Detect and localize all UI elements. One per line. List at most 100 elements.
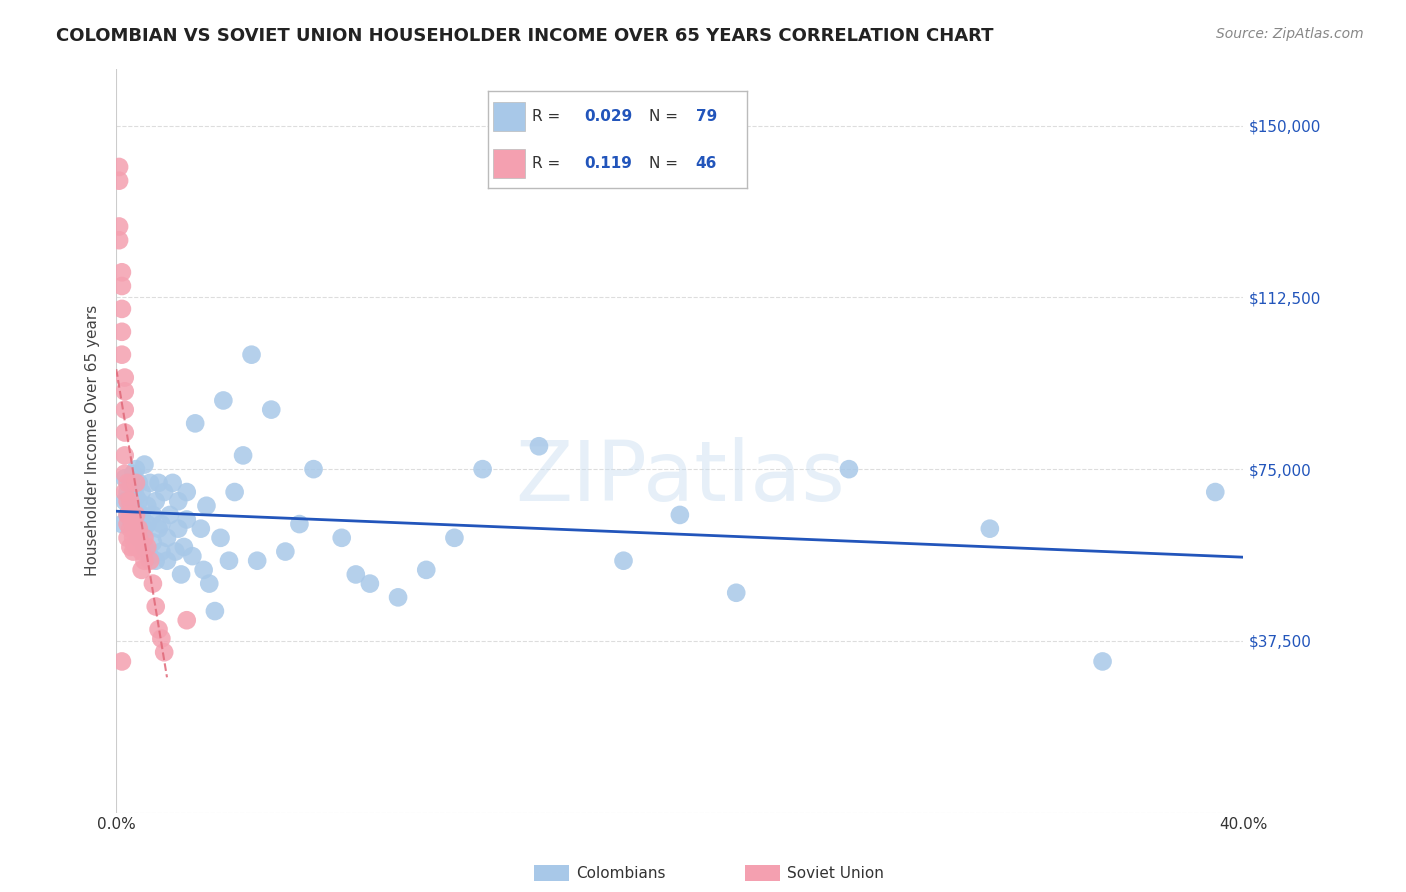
Point (120, 475, 142, 490)
Point (159, 508, 181, 522)
Point (142, 508, 165, 522)
Point (120, 522, 142, 536)
Point (471, 462, 494, 476)
Point (131, 544, 153, 558)
Point (246, 554, 269, 568)
Point (117, 531, 139, 545)
Point (136, 517, 159, 532)
Text: ZIPatlas: ZIPatlas (515, 437, 845, 518)
Point (134, 458, 156, 472)
Point (330, 531, 353, 545)
Point (184, 417, 207, 431)
Point (139, 554, 162, 568)
Point (193, 563, 215, 577)
Point (142, 535, 165, 549)
Point (117, 508, 139, 522)
Point (612, 554, 634, 568)
Point (114, 449, 136, 463)
Point (108, 233, 131, 247)
Point (125, 508, 148, 522)
Point (139, 475, 162, 490)
Point (387, 591, 409, 605)
Point (122, 531, 145, 545)
Point (111, 655, 134, 669)
Point (120, 512, 142, 526)
Point (114, 467, 136, 481)
Point (108, 160, 131, 174)
Point (150, 544, 173, 558)
Point (181, 549, 204, 563)
Point (108, 219, 131, 234)
Point (148, 475, 170, 490)
Point (527, 439, 550, 453)
Point (443, 531, 465, 545)
Point (134, 540, 156, 554)
Point (125, 490, 148, 504)
Point (114, 402, 136, 417)
Point (838, 462, 860, 476)
Point (167, 522, 190, 536)
Point (204, 604, 226, 618)
Point (156, 531, 179, 545)
Point (108, 174, 131, 188)
Point (173, 540, 195, 554)
Point (125, 540, 148, 554)
Point (979, 522, 1001, 536)
Point (111, 279, 134, 293)
Text: Soviet Union: Soviet Union (787, 866, 884, 880)
Point (125, 462, 148, 476)
Point (122, 544, 145, 558)
Point (170, 567, 193, 582)
Text: COLOMBIAN VS SOVIET UNION HOUSEHOLDER INCOME OVER 65 YEARS CORRELATION CHART: COLOMBIAN VS SOVIET UNION HOUSEHOLDER IN… (56, 27, 994, 45)
Point (120, 499, 142, 513)
Point (120, 494, 142, 508)
Point (134, 554, 156, 568)
Point (117, 494, 139, 508)
Point (359, 576, 381, 591)
Point (114, 471, 136, 485)
Point (131, 508, 153, 522)
Point (136, 499, 159, 513)
Point (131, 563, 153, 577)
Point (218, 554, 240, 568)
Point (162, 475, 184, 490)
Point (1091, 655, 1114, 669)
Point (212, 393, 235, 408)
Point (288, 517, 311, 532)
Text: Source: ZipAtlas.com: Source: ZipAtlas.com (1216, 27, 1364, 41)
Point (128, 494, 150, 508)
Point (209, 531, 232, 545)
Point (150, 517, 173, 532)
Point (148, 623, 170, 637)
Point (122, 480, 145, 494)
Point (176, 485, 198, 500)
Point (153, 485, 176, 500)
Point (139, 549, 162, 563)
Point (176, 613, 198, 627)
Point (415, 563, 437, 577)
Point (114, 384, 136, 399)
Point (145, 599, 167, 614)
Point (125, 475, 148, 490)
Point (122, 467, 145, 481)
Point (122, 517, 145, 532)
Point (669, 508, 692, 522)
Point (117, 485, 139, 500)
Point (344, 567, 367, 582)
Point (198, 576, 221, 591)
Point (114, 370, 136, 384)
Point (131, 485, 153, 500)
Point (117, 508, 139, 522)
Point (165, 544, 187, 558)
Point (274, 544, 297, 558)
Point (148, 522, 170, 536)
Point (190, 522, 212, 536)
Point (302, 462, 325, 476)
Point (232, 449, 254, 463)
Point (153, 645, 176, 659)
Point (136, 540, 159, 554)
Point (1204, 485, 1226, 500)
Point (114, 425, 136, 440)
Point (128, 531, 150, 545)
Point (134, 522, 156, 536)
